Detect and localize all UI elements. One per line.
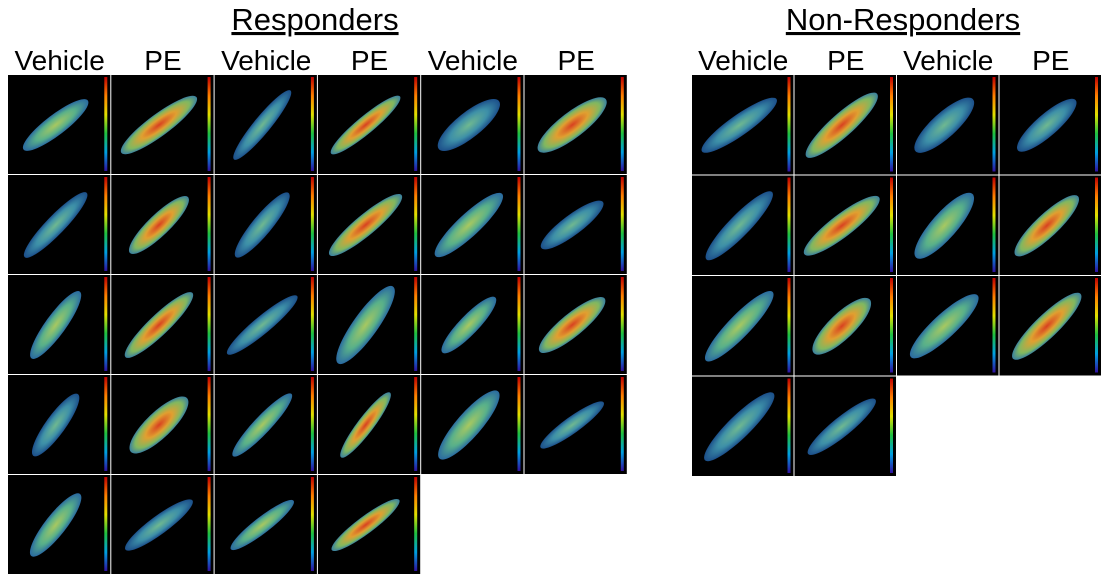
column-label: Vehicle [698,45,788,76]
cell-image [692,377,794,477]
column-label: Vehicle [903,45,993,76]
column-label: Vehicle [428,45,518,76]
column-label: PE [144,45,181,76]
cell-image [8,375,110,474]
cell-image [421,275,523,374]
group-title: Responders [231,2,398,37]
colorbar [414,477,417,571]
colorbar [208,477,211,571]
colorbar [311,177,314,271]
cell-image [897,276,999,376]
colorbar [518,77,521,171]
group-title: Non-Responders [786,2,1020,37]
cell-image [525,175,627,274]
colorbar [993,278,996,373]
column-label: PE [351,45,388,76]
cell-image [795,75,897,175]
cell-image [111,75,213,174]
cell-image [215,475,317,574]
colorbar [1095,178,1098,273]
cell-image [1000,176,1102,276]
cell-image [8,75,110,174]
colorbar [208,177,211,271]
colorbar [104,477,107,571]
cell-image [8,475,110,574]
cell-image [318,75,420,174]
colorbar [788,278,791,373]
colorbar [518,377,521,471]
cell-image [525,275,627,374]
colorbar [414,177,417,271]
colorbar [890,278,893,373]
cell-image [1000,276,1102,376]
colorbar [788,178,791,273]
colorbar [208,77,211,171]
cell-image [215,75,317,174]
colorbar [890,178,893,273]
cell-image [111,275,213,374]
cell-image [421,175,523,274]
colorbar [621,177,624,271]
cell-image [8,275,110,374]
cell-image [215,275,317,374]
cell-image [8,175,110,274]
colorbar [993,178,996,273]
cell-image [897,176,999,276]
colorbar [104,377,107,471]
cell-image [692,75,794,175]
cell-image [421,375,523,474]
colorbar [890,379,893,474]
cell-image [795,377,897,477]
cell-image [215,375,317,474]
column-label: PE [1032,45,1069,76]
colorbar [311,277,314,371]
column-label: Vehicle [15,45,105,76]
cell-image [525,75,627,174]
cell-image [897,75,999,175]
column-label: PE [827,45,864,76]
colorbar [311,477,314,571]
colorbar [518,277,521,371]
colorbar [414,277,417,371]
colorbar [621,377,624,471]
colorbar [788,379,791,474]
figure: Responders Non-Responders Vehicle PE Vehic… [0,0,1102,575]
cell-image [111,475,213,574]
cell-image [1000,75,1102,175]
cell-image [318,475,420,574]
colorbar [890,77,893,172]
cell-image [111,375,213,474]
colorbar [414,77,417,171]
colorbar [621,77,624,171]
cell-image [795,276,897,376]
cell-image [795,176,897,276]
cell-image [111,175,213,274]
colorbar [621,277,624,371]
colorbar [518,177,521,271]
colorbar [311,377,314,471]
colorbar [104,277,107,371]
cell-image [525,375,627,474]
colorbar [208,277,211,371]
cell-image [318,375,420,474]
cell-image [318,175,420,274]
column-label: Vehicle [221,45,311,76]
cell-image [692,176,794,276]
colorbar [1095,278,1098,373]
colorbar [311,77,314,171]
colorbar [993,77,996,172]
colorbar [788,77,791,172]
cell-image [318,275,420,374]
cell-image [692,276,794,376]
colorbar [1095,77,1098,172]
column-label: PE [557,45,594,76]
cell-image [421,75,523,174]
colorbar [414,377,417,471]
cell-image [215,175,317,274]
colorbar [104,77,107,171]
colorbar [104,177,107,271]
colorbar [208,377,211,471]
